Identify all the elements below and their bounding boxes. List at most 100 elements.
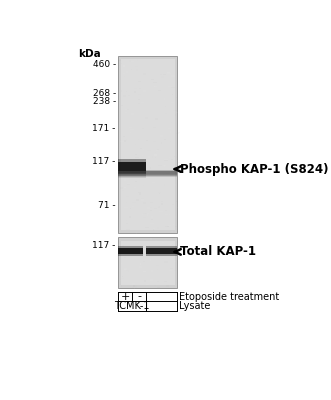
Bar xyxy=(118,173,146,174)
Bar xyxy=(143,90,146,92)
Bar xyxy=(157,287,160,288)
Bar xyxy=(127,286,128,287)
Bar xyxy=(170,131,171,133)
Bar xyxy=(134,146,135,148)
Bar xyxy=(124,76,125,77)
Bar xyxy=(141,198,144,199)
Bar xyxy=(132,284,135,285)
Bar xyxy=(145,227,149,228)
Bar xyxy=(118,248,143,254)
Bar xyxy=(168,128,171,129)
Bar xyxy=(156,118,158,120)
Text: Total KAP-1: Total KAP-1 xyxy=(180,245,257,258)
Bar xyxy=(177,119,181,120)
Text: +: + xyxy=(120,292,130,302)
Bar xyxy=(165,106,166,107)
Bar xyxy=(119,60,121,61)
Bar xyxy=(118,238,177,288)
Bar xyxy=(150,210,153,211)
Bar xyxy=(172,85,173,87)
Bar xyxy=(165,160,167,162)
Bar xyxy=(157,281,159,282)
Bar xyxy=(148,254,152,255)
Bar xyxy=(157,149,159,150)
Bar xyxy=(164,128,165,130)
Bar xyxy=(171,162,172,164)
Bar xyxy=(165,214,168,216)
Bar xyxy=(153,127,156,128)
Bar xyxy=(118,176,146,177)
Bar xyxy=(156,244,158,245)
Bar xyxy=(126,91,127,92)
Bar xyxy=(145,250,146,252)
Text: 268 -: 268 - xyxy=(93,89,116,98)
Bar xyxy=(174,261,176,262)
Bar xyxy=(155,157,156,158)
Bar xyxy=(159,211,163,212)
Bar xyxy=(131,69,132,70)
Bar xyxy=(157,278,160,280)
Bar xyxy=(177,132,180,133)
Bar xyxy=(141,244,142,245)
Bar xyxy=(134,91,136,93)
Bar xyxy=(150,202,153,203)
Bar xyxy=(164,165,166,166)
Bar xyxy=(146,155,148,156)
Bar xyxy=(146,176,177,177)
Bar xyxy=(138,94,141,96)
Bar xyxy=(122,246,124,247)
Bar xyxy=(146,170,177,171)
Bar xyxy=(153,82,157,83)
Bar xyxy=(144,280,146,282)
Bar xyxy=(118,170,146,173)
Bar xyxy=(125,62,128,64)
Bar xyxy=(161,142,162,144)
Bar xyxy=(172,173,173,174)
Bar xyxy=(118,170,146,174)
Bar xyxy=(135,286,137,288)
Bar xyxy=(126,229,130,230)
Bar xyxy=(150,269,153,270)
Bar xyxy=(124,140,126,142)
Bar xyxy=(129,127,132,128)
Bar xyxy=(167,226,169,227)
Bar xyxy=(173,110,175,111)
Bar xyxy=(150,279,153,280)
Bar xyxy=(121,286,122,287)
Bar xyxy=(174,270,176,272)
Bar xyxy=(124,207,128,208)
Bar xyxy=(133,123,136,124)
Bar xyxy=(164,240,166,241)
Bar xyxy=(171,159,173,160)
Bar xyxy=(119,189,120,190)
Bar xyxy=(126,270,128,271)
Bar xyxy=(140,266,142,267)
Text: TCMK-1: TCMK-1 xyxy=(115,301,150,311)
Bar xyxy=(125,109,129,110)
Bar xyxy=(175,176,176,178)
Bar xyxy=(163,74,166,75)
Bar xyxy=(133,110,134,111)
Bar xyxy=(145,168,148,169)
Bar xyxy=(139,266,142,268)
Bar xyxy=(151,79,154,80)
Bar xyxy=(174,156,175,157)
Bar xyxy=(148,156,150,158)
Bar xyxy=(138,99,140,100)
Bar xyxy=(131,61,134,62)
Bar xyxy=(152,185,154,187)
Bar xyxy=(127,184,130,185)
Bar xyxy=(122,95,126,97)
Bar xyxy=(161,112,162,113)
Bar xyxy=(152,157,153,158)
Bar xyxy=(145,117,148,119)
Bar xyxy=(145,89,148,91)
Bar xyxy=(158,192,161,193)
Bar xyxy=(147,150,151,151)
Bar xyxy=(143,260,145,262)
Bar xyxy=(143,214,145,215)
Bar xyxy=(155,152,156,153)
Bar xyxy=(124,187,126,188)
Bar xyxy=(176,184,178,186)
Bar xyxy=(164,98,165,100)
